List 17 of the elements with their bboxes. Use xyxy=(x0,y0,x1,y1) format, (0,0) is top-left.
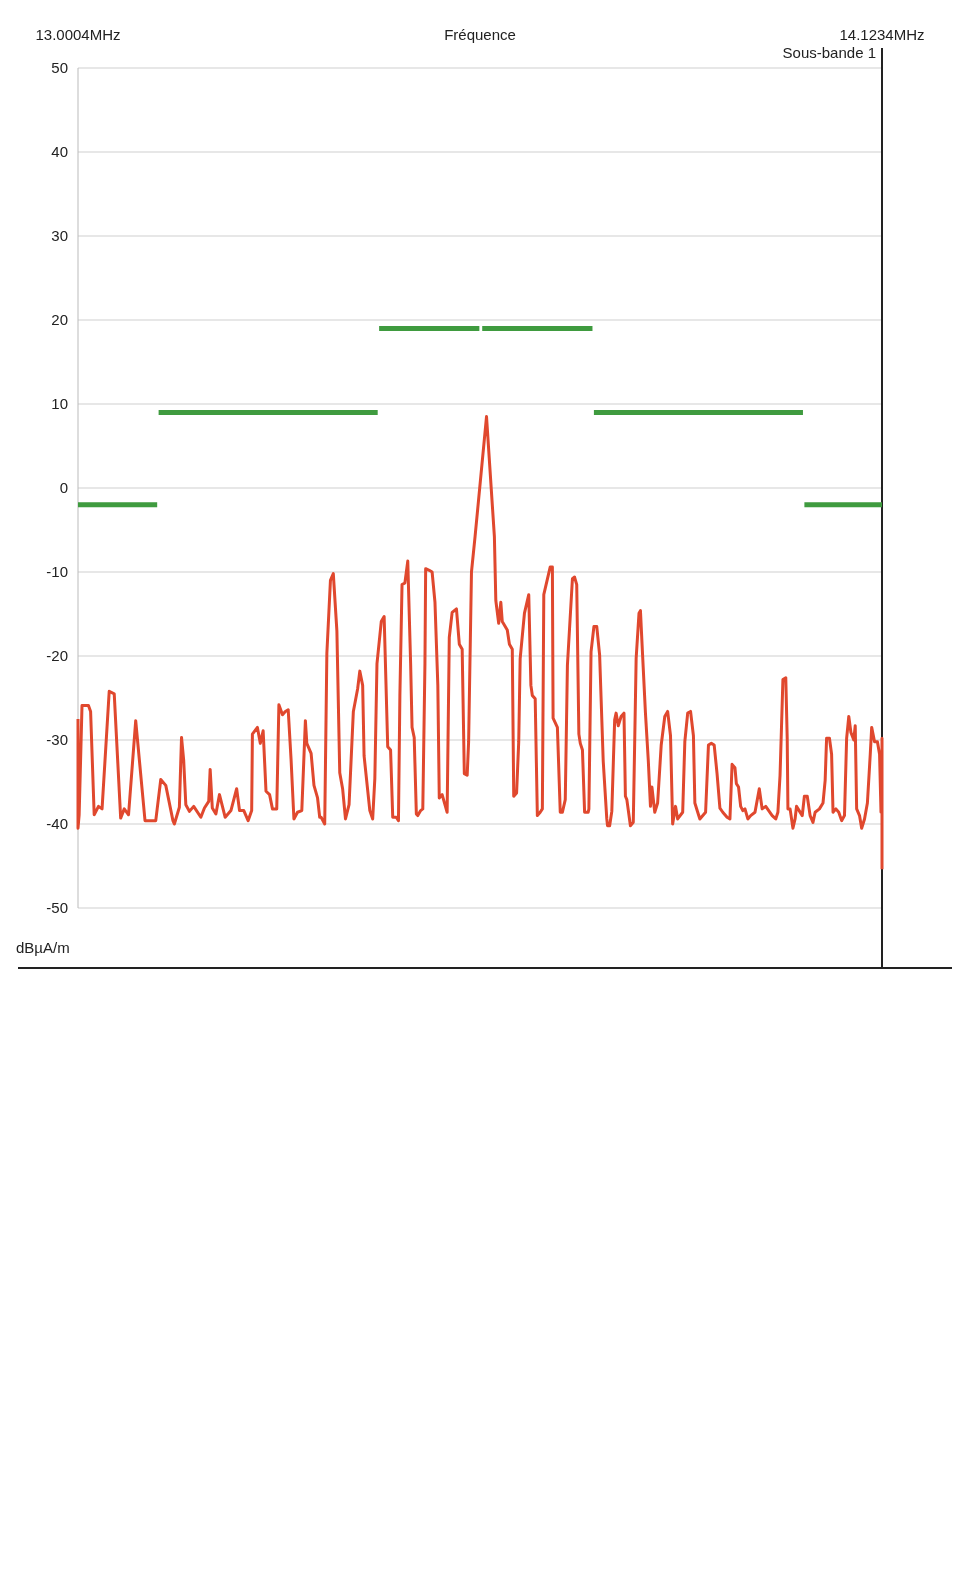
y-tick-label: 10 xyxy=(51,395,68,413)
y-tick-label: 20 xyxy=(51,311,68,329)
x-tick-label: 14.1234MHz xyxy=(839,26,925,43)
y-tick-label: 50 xyxy=(51,59,68,77)
y-tick-label: -20 xyxy=(46,647,68,665)
y-tick-label: -30 xyxy=(46,731,68,749)
x-axis-title: Fréquence xyxy=(444,26,516,43)
y-tick-label: -40 xyxy=(46,815,68,833)
line-series xyxy=(76,415,884,871)
y-tick-label: -10 xyxy=(46,563,68,581)
y-tick-label: 30 xyxy=(51,227,68,245)
y-axis-title: dBµA/m xyxy=(16,939,70,956)
x-tick-label: 13.0004MHz xyxy=(35,26,121,43)
y-tick-label: 40 xyxy=(51,143,68,161)
y-tick-label: 0 xyxy=(59,479,68,497)
y-tick-label: -50 xyxy=(46,899,68,917)
text: Sous-bande 1 xyxy=(782,44,876,61)
